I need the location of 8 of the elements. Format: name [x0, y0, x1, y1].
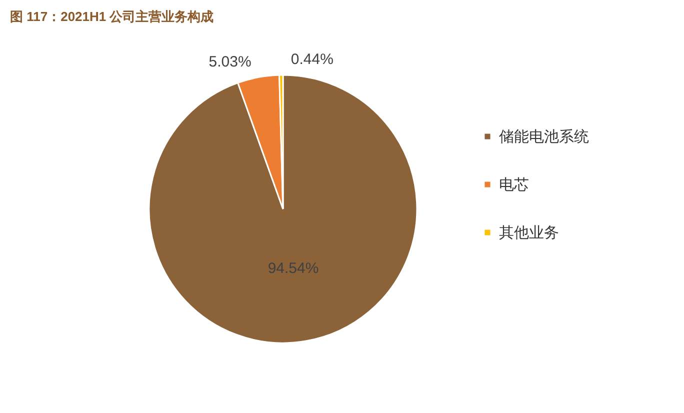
data-label: 5.03%: [208, 54, 252, 71]
pie-slice: [148, 74, 418, 344]
legend-label: 储能电池系统: [499, 128, 589, 146]
data-label: 0.44%: [290, 51, 334, 68]
legend-label: 其他业务: [499, 224, 559, 242]
data-label: 94.54%: [268, 260, 319, 278]
chart-title: 图 117：2021H1 公司主营业务构成: [10, 9, 214, 24]
legend-label: 电芯: [499, 176, 529, 194]
